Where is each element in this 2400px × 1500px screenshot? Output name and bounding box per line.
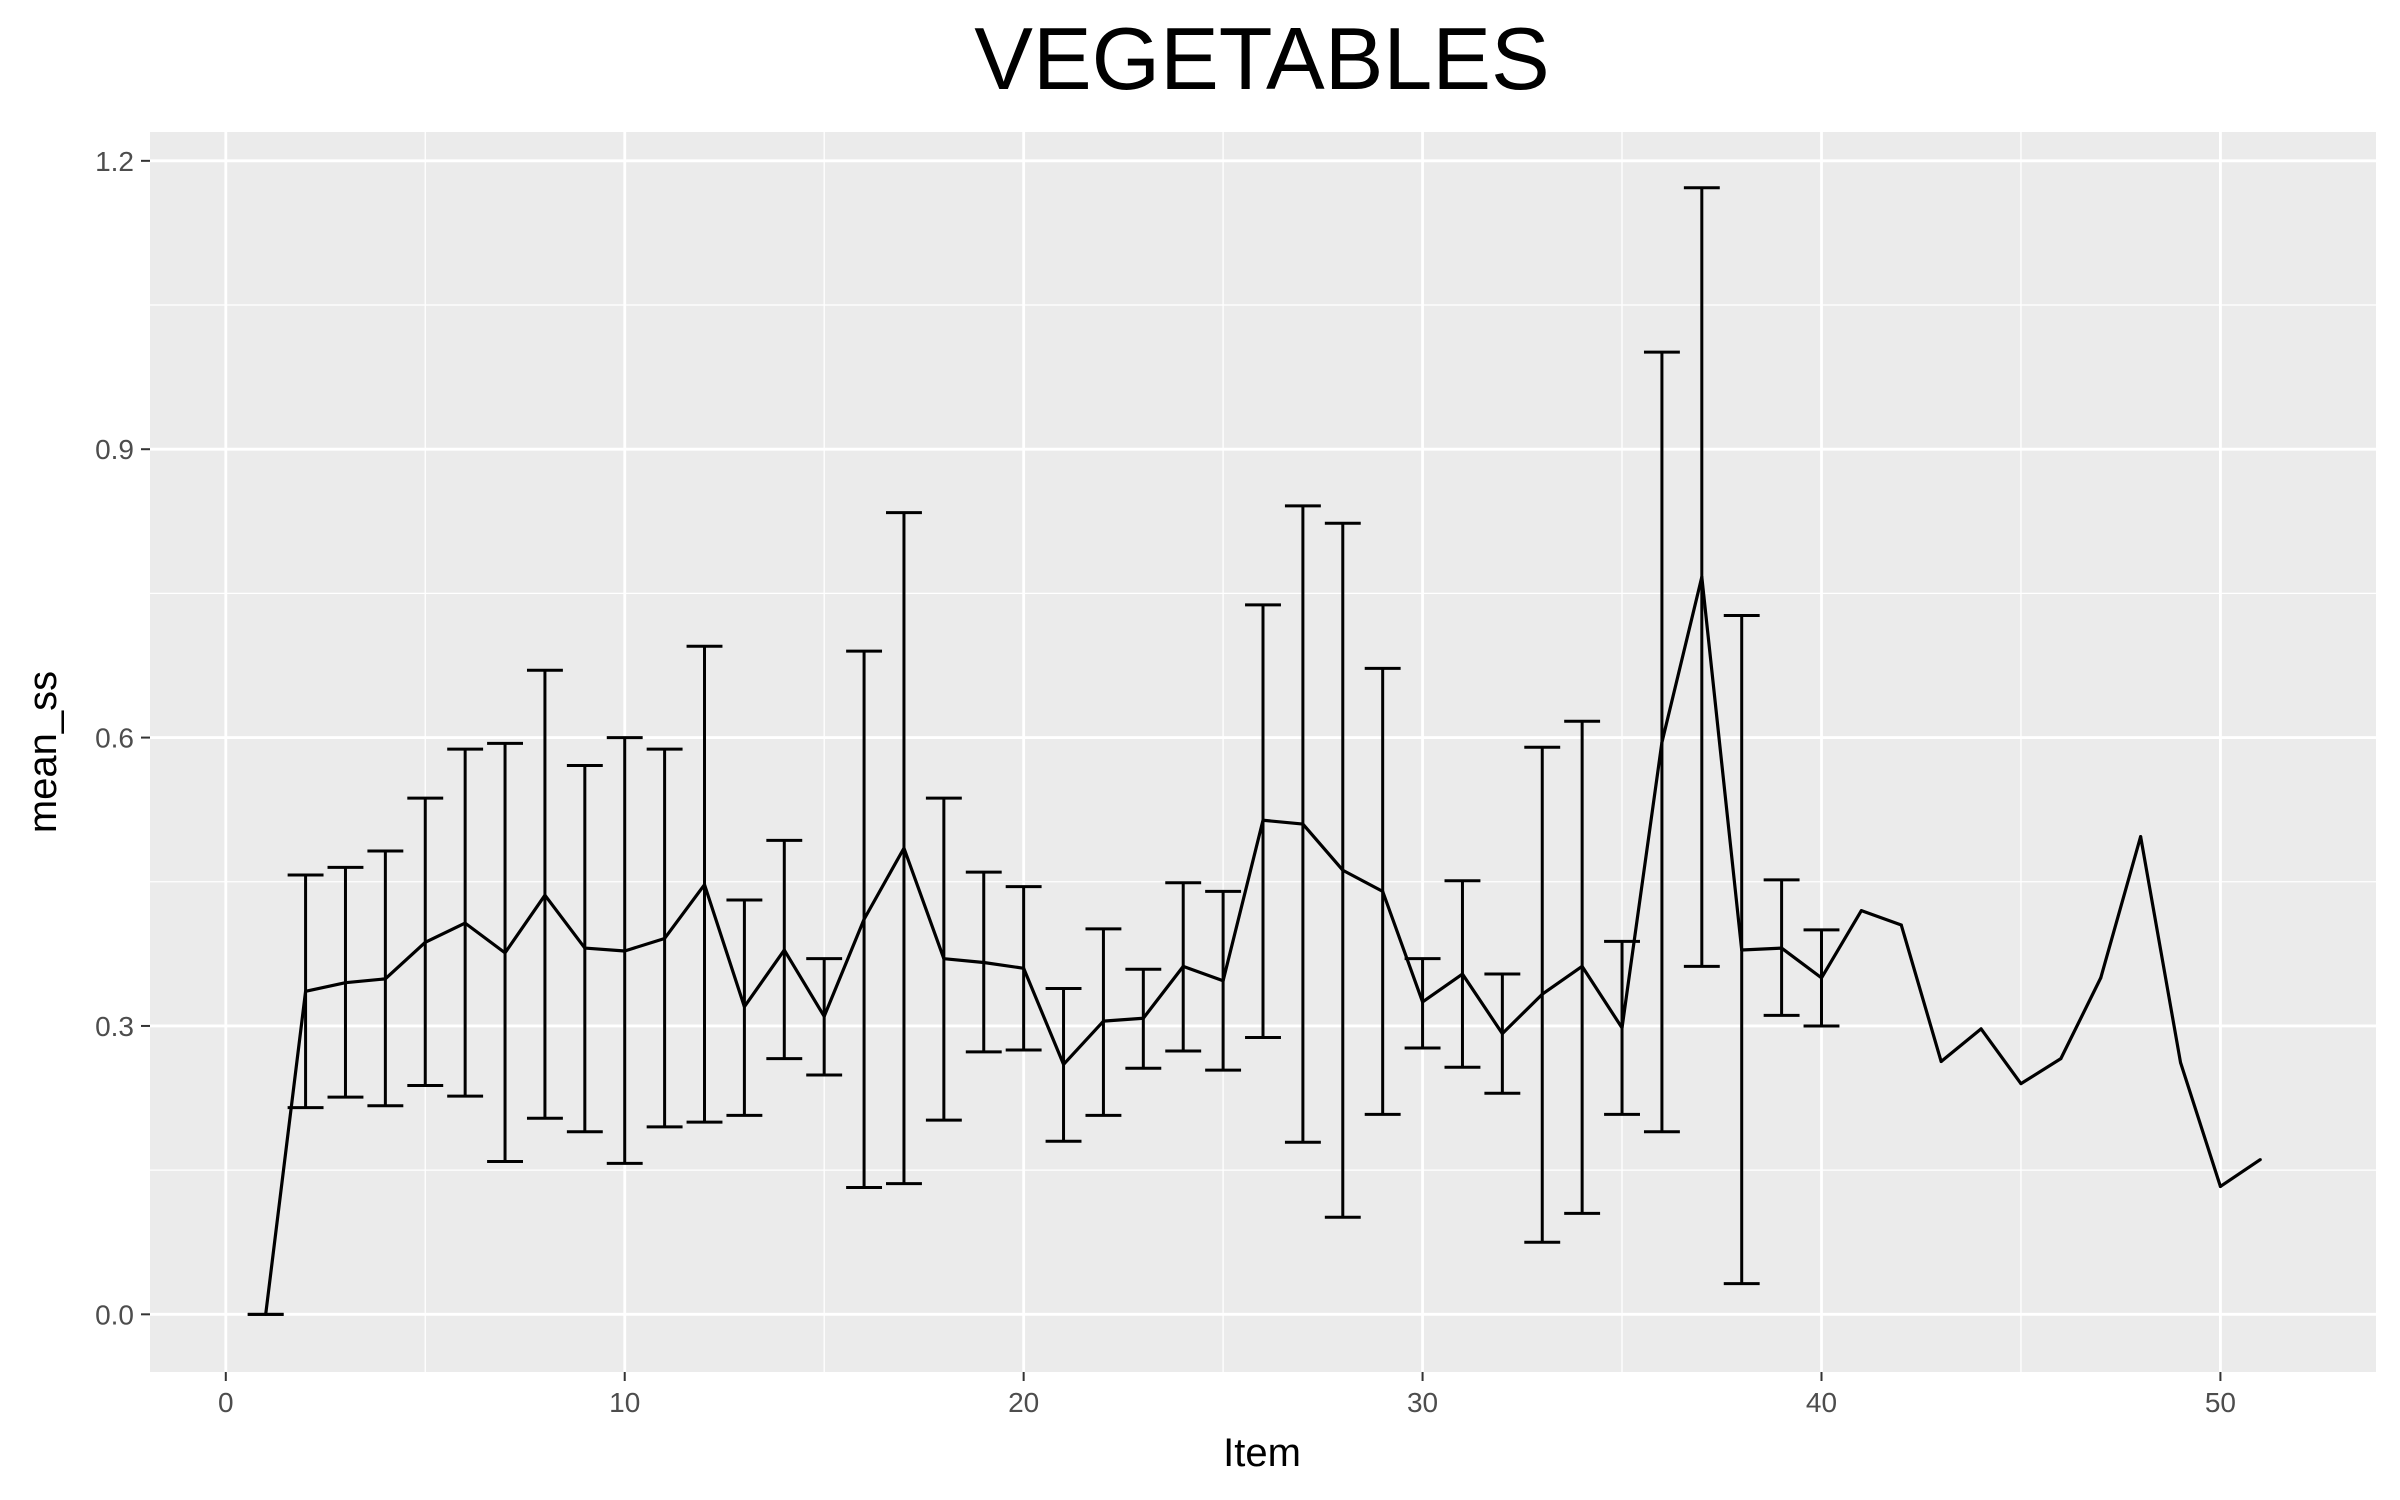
data-point bbox=[1221, 979, 1225, 983]
y-axis-title: mean_ss bbox=[21, 671, 65, 833]
data-point bbox=[1580, 964, 1584, 968]
data-point bbox=[1979, 1027, 1983, 1031]
data-point bbox=[463, 921, 467, 925]
y-tick-label: 0.0 bbox=[95, 1299, 134, 1330]
data-point bbox=[2099, 976, 2103, 980]
y-tick-label: 0.6 bbox=[95, 723, 134, 754]
data-point bbox=[1939, 1060, 1943, 1064]
data-point bbox=[742, 1005, 746, 1009]
x-axis: 0 10 20 30 40 50 bbox=[218, 1372, 2236, 1418]
y-axis: 0.0 0.3 0.6 0.9 1.2 bbox=[95, 146, 150, 1330]
y-tick-label: 0.3 bbox=[95, 1011, 134, 1042]
data-point bbox=[982, 961, 986, 965]
data-point bbox=[1500, 1032, 1504, 1036]
data-point bbox=[1460, 972, 1464, 976]
data-point bbox=[304, 989, 308, 993]
x-tick-label: 30 bbox=[1407, 1387, 1438, 1418]
data-point bbox=[1700, 575, 1704, 579]
chart-title: VEGETABLES bbox=[974, 9, 1549, 108]
data-point bbox=[343, 981, 347, 985]
data-point bbox=[862, 917, 866, 921]
data-point bbox=[383, 977, 387, 981]
data-point bbox=[503, 951, 507, 955]
data-point bbox=[1062, 1062, 1066, 1066]
data-point bbox=[1421, 1000, 1425, 1004]
data-point bbox=[1301, 822, 1305, 826]
data-point bbox=[663, 936, 667, 940]
data-point bbox=[1819, 976, 1823, 980]
data-point bbox=[583, 946, 587, 950]
data-point bbox=[543, 893, 547, 897]
data-point bbox=[1022, 966, 1026, 970]
data-point bbox=[782, 948, 786, 952]
x-axis-title: Item bbox=[1223, 1431, 1301, 1475]
x-tick-label: 0 bbox=[218, 1387, 234, 1418]
y-tick-label: 1.2 bbox=[95, 146, 134, 177]
data-point bbox=[1341, 868, 1345, 872]
data-point bbox=[1740, 948, 1744, 952]
data-point bbox=[2218, 1184, 2222, 1188]
x-tick-label: 40 bbox=[1806, 1387, 1837, 1418]
data-point bbox=[1899, 923, 1903, 927]
data-point bbox=[942, 957, 946, 961]
data-point bbox=[1261, 818, 1265, 822]
data-point bbox=[2139, 835, 2143, 839]
data-point bbox=[2179, 1060, 2183, 1064]
data-point bbox=[1620, 1026, 1624, 1030]
error-bars bbox=[247, 186, 1840, 1316]
data-point bbox=[1181, 964, 1185, 968]
data-point bbox=[623, 949, 627, 953]
x-tick-label: 10 bbox=[609, 1387, 640, 1418]
data-points bbox=[264, 575, 2262, 1316]
y-tick-label: 0.9 bbox=[95, 434, 134, 465]
data-point bbox=[2019, 1082, 2023, 1086]
data-point bbox=[2258, 1158, 2262, 1162]
data-point bbox=[703, 883, 707, 887]
data-point bbox=[822, 1014, 826, 1018]
data-point bbox=[1381, 889, 1385, 893]
data-point bbox=[2059, 1057, 2063, 1061]
data-point bbox=[1540, 992, 1544, 996]
minor-gridlines bbox=[150, 132, 2376, 1372]
data-point bbox=[1859, 909, 1863, 913]
data-point bbox=[1141, 1016, 1145, 1020]
data-point bbox=[1101, 1019, 1105, 1023]
x-tick-label: 20 bbox=[1008, 1387, 1039, 1418]
data-point bbox=[264, 1312, 268, 1316]
data-point bbox=[1660, 740, 1664, 744]
data-point bbox=[902, 846, 906, 850]
data-point bbox=[1780, 946, 1784, 950]
data-point bbox=[423, 940, 427, 944]
x-tick-label: 50 bbox=[2205, 1387, 2236, 1418]
